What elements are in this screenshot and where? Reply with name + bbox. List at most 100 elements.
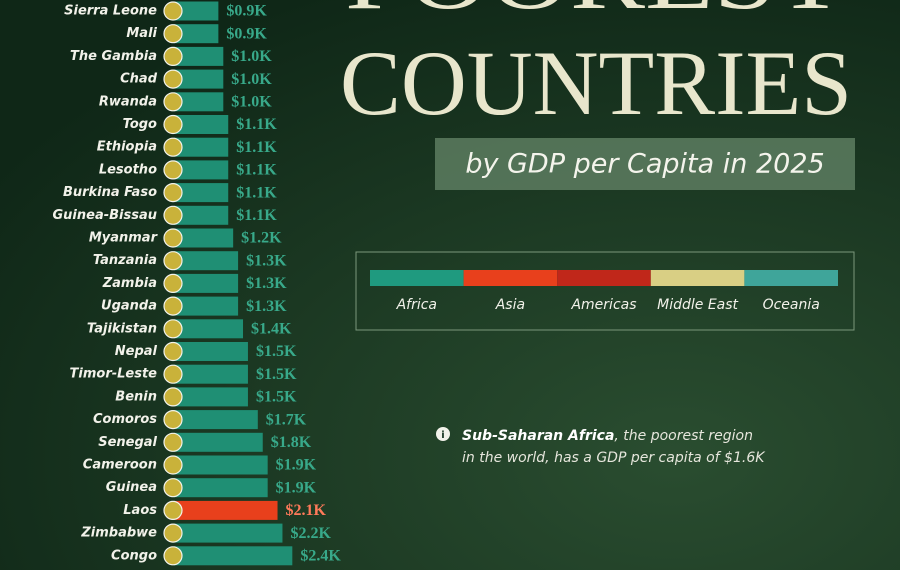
legend-swatch [557,270,651,286]
legend-label: Africa [396,297,437,313]
category-label: Senegal [98,435,157,450]
category-label: Timor-Leste [70,367,158,382]
info-icon-glyph: i [441,430,444,441]
title-line2: COUNTRIES [340,32,852,134]
value-label: $2.1K [286,502,327,519]
value-label: $0.9K [226,25,267,42]
category-label: Comoros [93,412,157,427]
value-label: $1.3K [246,298,287,315]
value-label: $1.4K [251,320,292,337]
bar [174,432,263,452]
category-label: Laos [123,503,157,518]
category-label: Guinea-Bissau [53,208,158,223]
category-label: Zimbabwe [80,526,157,541]
bar [174,115,229,134]
bar [174,228,234,248]
category-label: Cameroon [83,458,157,473]
value-label: $1.1K [236,139,277,156]
legend-swatch [650,270,745,286]
annotation-bold: Sub-Saharan Africa [462,428,614,444]
value-label: $1.3K [246,252,287,269]
flag [163,46,183,67]
flag [163,160,183,180]
bar [174,137,229,157]
value-label: $1.1K [236,162,277,179]
legend-label: Oceania [763,297,820,313]
value-label: $1.1K [236,116,277,133]
flag [163,296,183,316]
category-label: Sierra Leone [64,4,157,19]
bar [174,1,219,21]
value-label: $1.1K [236,184,277,201]
value-label: $1.5K [256,389,297,406]
value-label: $1.0K [231,93,272,110]
bar [174,523,283,543]
subtitle: by GDP per Capita in 2025 [465,149,824,180]
bar [174,500,278,520]
legend-box [355,251,855,331]
flag [163,205,183,225]
category-label: Mali [126,26,157,41]
info-icon [436,427,450,441]
legend-label: Asia [495,297,525,313]
bar [174,183,229,203]
flag [163,364,183,384]
value-label: $1.5K [256,343,297,360]
category-label: Lesotho [99,162,157,177]
annotation-text: , the poorest region [614,428,753,444]
value-label: $1.0K [231,48,272,65]
flag [163,319,183,339]
bar [174,24,219,44]
bar [174,387,248,407]
flag [163,387,183,407]
bar [174,546,293,566]
value-label: $0.9K [226,3,267,20]
category-label: Tajikistan [87,321,157,336]
flag [163,455,183,475]
bar [174,69,224,89]
flag [163,432,183,452]
value-label: $1.7K [266,411,307,428]
flag [163,478,183,498]
category-label: Uganda [101,299,157,314]
flag [163,114,183,135]
flag [163,183,183,203]
bar [174,364,248,384]
annotation-line2: in the world, has a GDP per capita of $1… [462,450,766,466]
legend-swatch [370,270,464,286]
subtitle-box [435,138,855,190]
bar [174,273,239,293]
category-label: Burkina Faso [63,185,157,200]
bar [174,46,224,66]
bar [174,342,248,361]
value-label: $1.9K [276,457,317,474]
flag [163,273,183,293]
flag [163,251,183,271]
bar [174,455,268,475]
value-label: $1.3K [246,275,287,292]
value-label: $2.2K [290,525,331,542]
flag [163,69,183,89]
flag [163,546,183,566]
category-label: Myanmar [89,231,159,246]
bar [174,319,244,339]
bar [174,160,229,180]
flag [163,410,183,430]
annotation-line1: Sub-Saharan Africa, the poorest region [462,428,753,444]
category-label: Congo [111,548,157,563]
category-label: The Gambia [70,49,157,64]
flag [163,92,183,112]
flag [163,500,183,520]
flag [163,1,183,21]
value-label: $1.0K [231,71,272,88]
category-label: Zambia [102,276,157,291]
flag [163,137,183,157]
bar [174,478,268,498]
flag [163,228,183,248]
legend-label: Middle East [657,297,738,313]
category-label: Tanzania [93,253,157,268]
legend-label: Americas [570,297,636,313]
category-label: Ethiopia [97,140,157,155]
value-label: $1.2K [241,230,282,247]
